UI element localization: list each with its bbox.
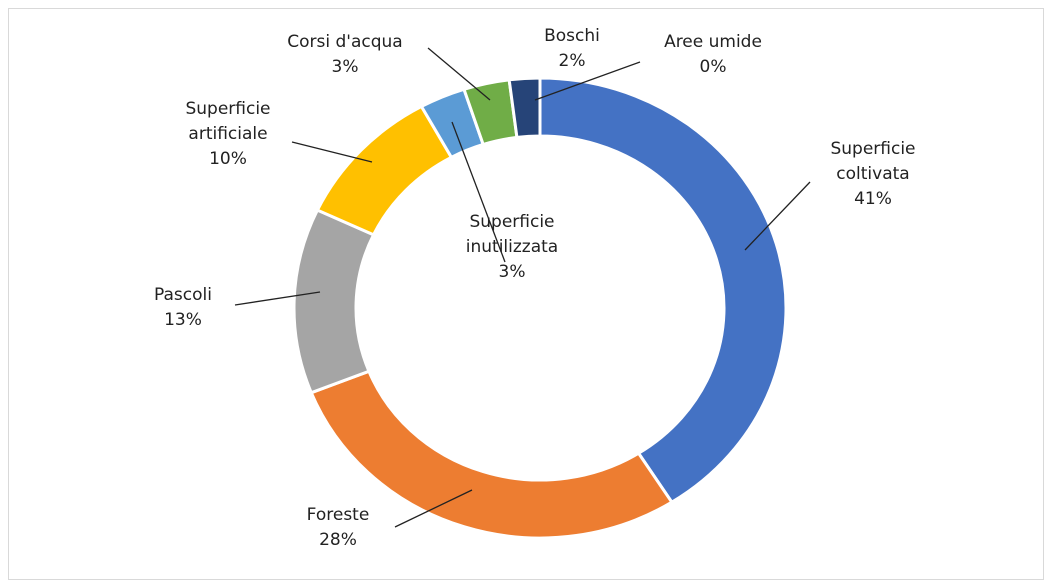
category-label: Pascoli: [154, 285, 212, 305]
donut-slice: [309, 369, 674, 540]
data-label: Corsi d'acqua 3%: [255, 30, 435, 80]
leader-line: [451, 121, 506, 263]
data-label: Aree umide 0%: [653, 30, 773, 80]
leader-line: [427, 47, 491, 101]
data-label: Superficie inutilizzata 3%: [432, 210, 592, 285]
category-label: Superficie coltivata: [830, 139, 916, 184]
value-label: 2%: [558, 51, 586, 71]
donut-slice: [292, 208, 376, 395]
category-label: Foreste: [306, 505, 370, 525]
leader-line: [291, 141, 373, 163]
donut-slice: [507, 76, 542, 140]
leader-line: [534, 61, 641, 101]
leader-line: [744, 181, 811, 251]
donut-slice: [538, 76, 788, 505]
category-label: Boschi: [544, 26, 600, 46]
value-label: 13%: [164, 310, 202, 330]
value-label: 3%: [498, 262, 526, 282]
category-label: Superficie artificiale: [185, 99, 271, 144]
data-label: Foreste 28%: [283, 503, 393, 553]
value-label: 10%: [209, 149, 247, 169]
category-label: Superficie inutilizzata: [465, 212, 559, 257]
value-label: 28%: [319, 530, 357, 550]
value-label: 3%: [331, 57, 359, 77]
value-label: 41%: [854, 189, 892, 209]
data-label: Boschi 2%: [522, 24, 622, 74]
data-label: Pascoli 13%: [128, 283, 238, 333]
chart-frame: [8, 8, 1044, 580]
data-label: Superficie coltivata 41%: [818, 137, 928, 212]
data-label: Superficie artificiale 10%: [173, 97, 283, 172]
value-label: 0%: [699, 57, 727, 77]
leader-line: [234, 291, 321, 306]
leader-line: [394, 489, 473, 528]
category-label: Aree umide: [664, 32, 762, 52]
category-label: Corsi d'acqua: [287, 32, 403, 52]
